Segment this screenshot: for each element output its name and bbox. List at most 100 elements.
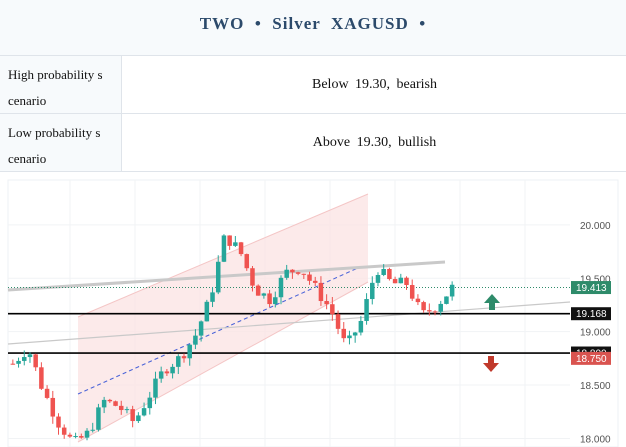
candle-body <box>409 285 415 299</box>
candle-body <box>255 285 261 296</box>
title-bar: TWO • Silver XAGUSD • <box>0 0 626 56</box>
scenario-label-high: High probability s cenario <box>0 56 122 113</box>
candle-body <box>187 344 192 359</box>
level-tag-label: 18.750 <box>576 354 607 365</box>
candle-body <box>364 299 369 321</box>
candle-body <box>136 415 141 422</box>
candle-body <box>193 335 198 345</box>
candle-body <box>27 354 33 358</box>
candle-body <box>158 371 164 379</box>
scenario-row-high: High probability s cenario Below 19.30, … <box>0 56 626 114</box>
candle-body <box>16 360 21 364</box>
candle-body <box>170 366 175 374</box>
candle-body <box>118 405 124 411</box>
candle-body <box>101 399 107 408</box>
candle-body <box>307 274 312 281</box>
candle-body <box>438 303 443 312</box>
y-tick-label: 20.000 <box>580 221 611 232</box>
candle-body <box>84 430 90 438</box>
candle-body <box>176 356 181 367</box>
candle-body <box>153 378 158 398</box>
candle-body <box>335 314 341 329</box>
candle-body <box>284 269 289 278</box>
candle-body <box>204 301 210 322</box>
candle-body <box>404 277 409 286</box>
page-title: TWO • Silver XAGUSD • <box>199 14 427 33</box>
candle-body <box>79 436 84 438</box>
candle-body <box>312 280 318 283</box>
scenario-row-low: Low probability s cenario Above 19.30, b… <box>0 114 626 172</box>
y-tick-label: 18.500 <box>580 381 611 392</box>
candle-body <box>238 242 244 255</box>
candle-body <box>39 367 44 389</box>
candle-body <box>50 397 56 417</box>
candle-body <box>261 293 267 296</box>
candle-body <box>124 409 130 411</box>
candle-body <box>67 434 73 437</box>
candle-body <box>295 272 301 274</box>
scenario-value-high: Below 19.30, bearish <box>312 77 437 92</box>
level-tag-label: 19.168 <box>576 309 607 320</box>
candle-body <box>358 320 364 333</box>
candle-body <box>432 311 438 313</box>
candle-body <box>267 293 272 305</box>
y-axis: 20.000 19.500 19.000 18.500 18.000 <box>580 221 611 446</box>
candle-body <box>147 397 153 409</box>
candle-body <box>210 292 215 302</box>
level-tag <box>571 307 611 321</box>
candle-body <box>278 277 284 298</box>
candle-body <box>244 254 250 269</box>
candle-body <box>387 268 392 280</box>
candle-body <box>33 354 38 368</box>
current-price-label: 19.413 <box>576 283 607 294</box>
candle-body <box>392 279 398 284</box>
down-arrow-icon <box>483 356 499 372</box>
y-tick-label: 19.000 <box>580 328 611 339</box>
up-arrow-icon <box>484 294 500 310</box>
candles <box>10 234 455 441</box>
current-price-tag <box>571 281 611 295</box>
candle-body <box>90 429 95 431</box>
candle-body <box>96 407 101 430</box>
y-tick-label: 19.500 <box>580 274 611 285</box>
level-lines <box>8 287 570 354</box>
candle-body <box>341 328 347 339</box>
candle-body <box>381 268 386 275</box>
candle-body <box>107 399 113 402</box>
candle-body <box>113 401 118 406</box>
candle-body <box>250 268 255 286</box>
candle-body <box>61 427 67 435</box>
candle-body <box>22 357 27 361</box>
chart-svg: 20.000 19.500 19.000 18.500 18.000 19.168 18.… <box>7 179 619 447</box>
scenario-label-low: Low probability s cenario <box>0 114 122 171</box>
candle-body <box>44 388 50 398</box>
candle-body <box>56 416 61 428</box>
candle-body <box>347 335 352 339</box>
candle-body <box>444 296 449 304</box>
candle-body <box>227 235 232 246</box>
candle-body <box>233 242 238 246</box>
channel-bottom-line <box>77 281 369 443</box>
candle-body <box>290 269 295 273</box>
candle-body <box>421 302 426 311</box>
candle-body <box>273 297 278 305</box>
support-trend-line <box>7 301 571 345</box>
candle-body <box>141 408 147 416</box>
candle-body <box>164 371 170 374</box>
candle-body <box>318 282 324 302</box>
price-chart: 20.000 19.500 19.000 18.500 18.000 19.168 18.… <box>0 172 626 447</box>
candle-body <box>73 436 78 438</box>
candle-body <box>427 310 432 312</box>
y-tick-label: 18.000 <box>580 434 611 445</box>
candle-body <box>198 321 204 336</box>
candle-body <box>330 304 335 315</box>
candle-body <box>449 284 455 297</box>
level-tag <box>571 351 611 365</box>
candle-body <box>324 301 329 305</box>
candle-body <box>370 282 375 300</box>
candle-body <box>375 274 381 283</box>
resistance-line <box>7 260 446 292</box>
candle-body <box>215 261 221 293</box>
candle-body <box>221 235 227 262</box>
